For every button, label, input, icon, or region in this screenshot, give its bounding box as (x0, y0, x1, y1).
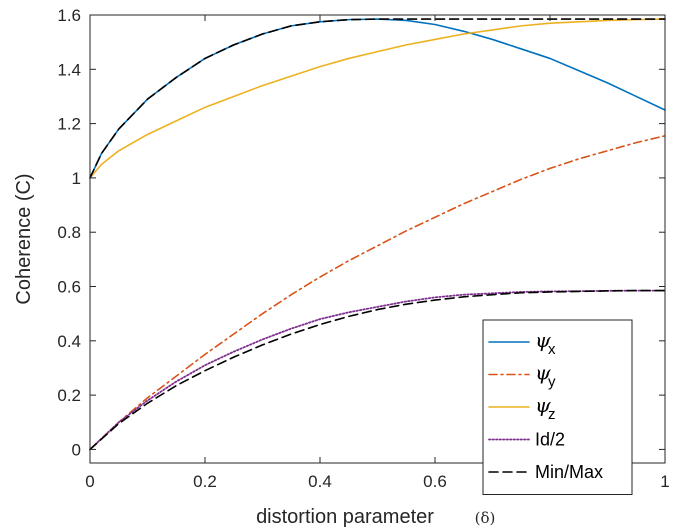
legend-label-subscript: y (548, 374, 556, 391)
y-tick-label: 0.8 (57, 223, 81, 242)
y-tick-label: 0 (72, 440, 81, 459)
series-line-3 (89, 289, 666, 451)
series-line-1 (89, 135, 666, 451)
x-axis-label: distortion parameter (256, 506, 434, 528)
y-tick-label: 1.2 (57, 115, 81, 134)
series-line-4 (89, 18, 666, 179)
y-tick-label: 1.4 (57, 60, 81, 79)
legend-label: Min/Max (535, 462, 603, 482)
x-axis-symbol: (δ) (475, 509, 496, 527)
legend-label-subscript: x (548, 341, 556, 358)
x-tick-label: 0 (85, 472, 94, 491)
axes-box (89, 14, 666, 464)
legend-label-subscript: z (548, 406, 556, 423)
y-tick-label: 0.6 (57, 278, 81, 297)
y-tick-label: 1.6 (57, 6, 81, 25)
ticks-layer: 0 0.2 0.4 0.6 1 0 0.2 0.4 0.6 0.8 1 1.2 1.4 1.6 (57, 6, 669, 491)
x-tick-label: 0.6 (423, 472, 447, 491)
y-tick-label: 0.2 (57, 386, 81, 405)
series-line-5 (89, 289, 666, 451)
series-layer (89, 18, 666, 451)
x-tick-label: 1 (660, 472, 669, 491)
x-tick-label: 0.4 (308, 472, 332, 491)
y-tick-label: 1 (72, 169, 81, 188)
legend-label: ψ (535, 393, 551, 417)
legend-label: ψ (535, 361, 551, 385)
legend-label: ψ (535, 328, 551, 352)
legend-label: Id/2 (535, 430, 565, 450)
x-tick-label: 0.2 (193, 472, 217, 491)
y-tick-label: 0.4 (57, 332, 81, 351)
y-axis-label: Coherence (C) (13, 173, 35, 304)
series-line-2 (89, 18, 666, 179)
